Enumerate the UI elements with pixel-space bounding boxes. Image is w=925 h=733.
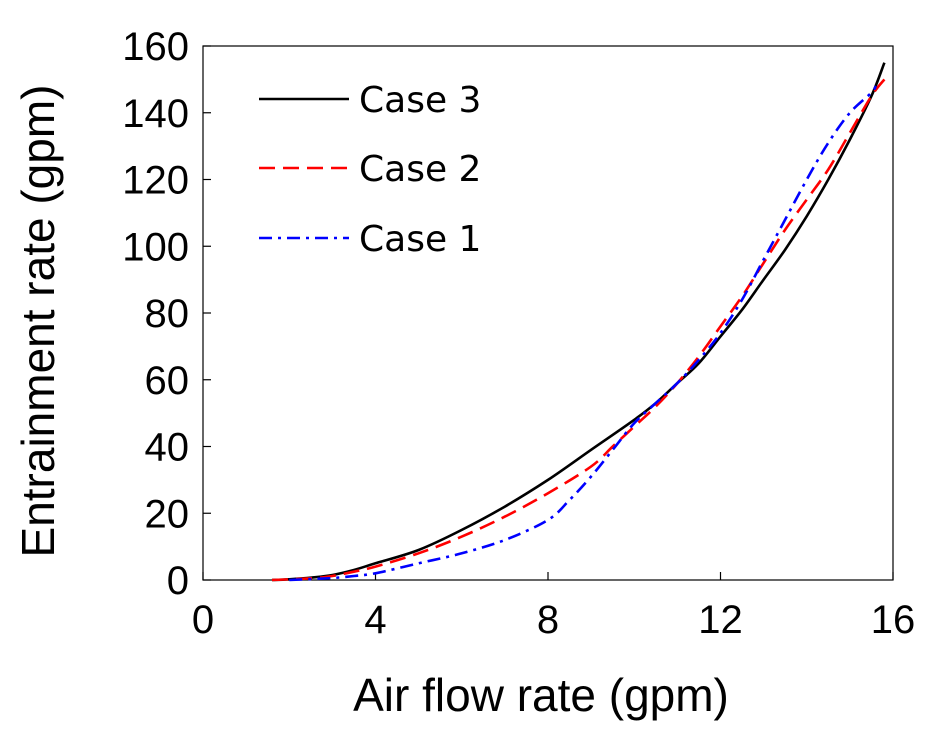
series-line-case-2 [271, 78, 886, 582]
y-tick-label: 0 [167, 559, 189, 603]
series-layer [271, 62, 886, 582]
x-tick-label: 12 [698, 598, 743, 642]
series-line-case-1 [289, 85, 877, 582]
legend-label: Case 3 [359, 80, 481, 121]
y-tick-label: 60 [145, 359, 190, 403]
x-tick-label: 0 [192, 598, 214, 642]
y-tick-label: 20 [145, 492, 190, 536]
x-axis-title: Air flow rate (gpm) [353, 669, 729, 721]
plot-frame [202, 45, 894, 581]
legend: Case 3 Case 2 Case 1 [259, 80, 481, 260]
y-tick-label: 160 [122, 25, 189, 69]
y-axis-ticks: 0 20 40 60 80 100 120 140 160 [122, 25, 211, 603]
legend-label: Case 2 [359, 149, 481, 190]
x-axis-ticks: 0 4 8 12 16 [192, 572, 915, 642]
plot-area-border [202, 45, 894, 581]
x-tick-label: 4 [364, 598, 386, 642]
y-tick-label: 120 [122, 159, 189, 203]
x-tick-label: 16 [871, 598, 916, 642]
series-line-case-3 [271, 62, 886, 582]
y-tick-label: 80 [145, 292, 190, 336]
legend-label: Case 1 [359, 219, 481, 260]
y-tick-label: 140 [122, 92, 189, 136]
y-tick-label: 40 [145, 426, 190, 470]
y-axis-title: Entrainment rate (gpm) [12, 85, 64, 558]
y-tick-label: 100 [122, 225, 189, 269]
x-tick-label: 8 [537, 598, 559, 642]
